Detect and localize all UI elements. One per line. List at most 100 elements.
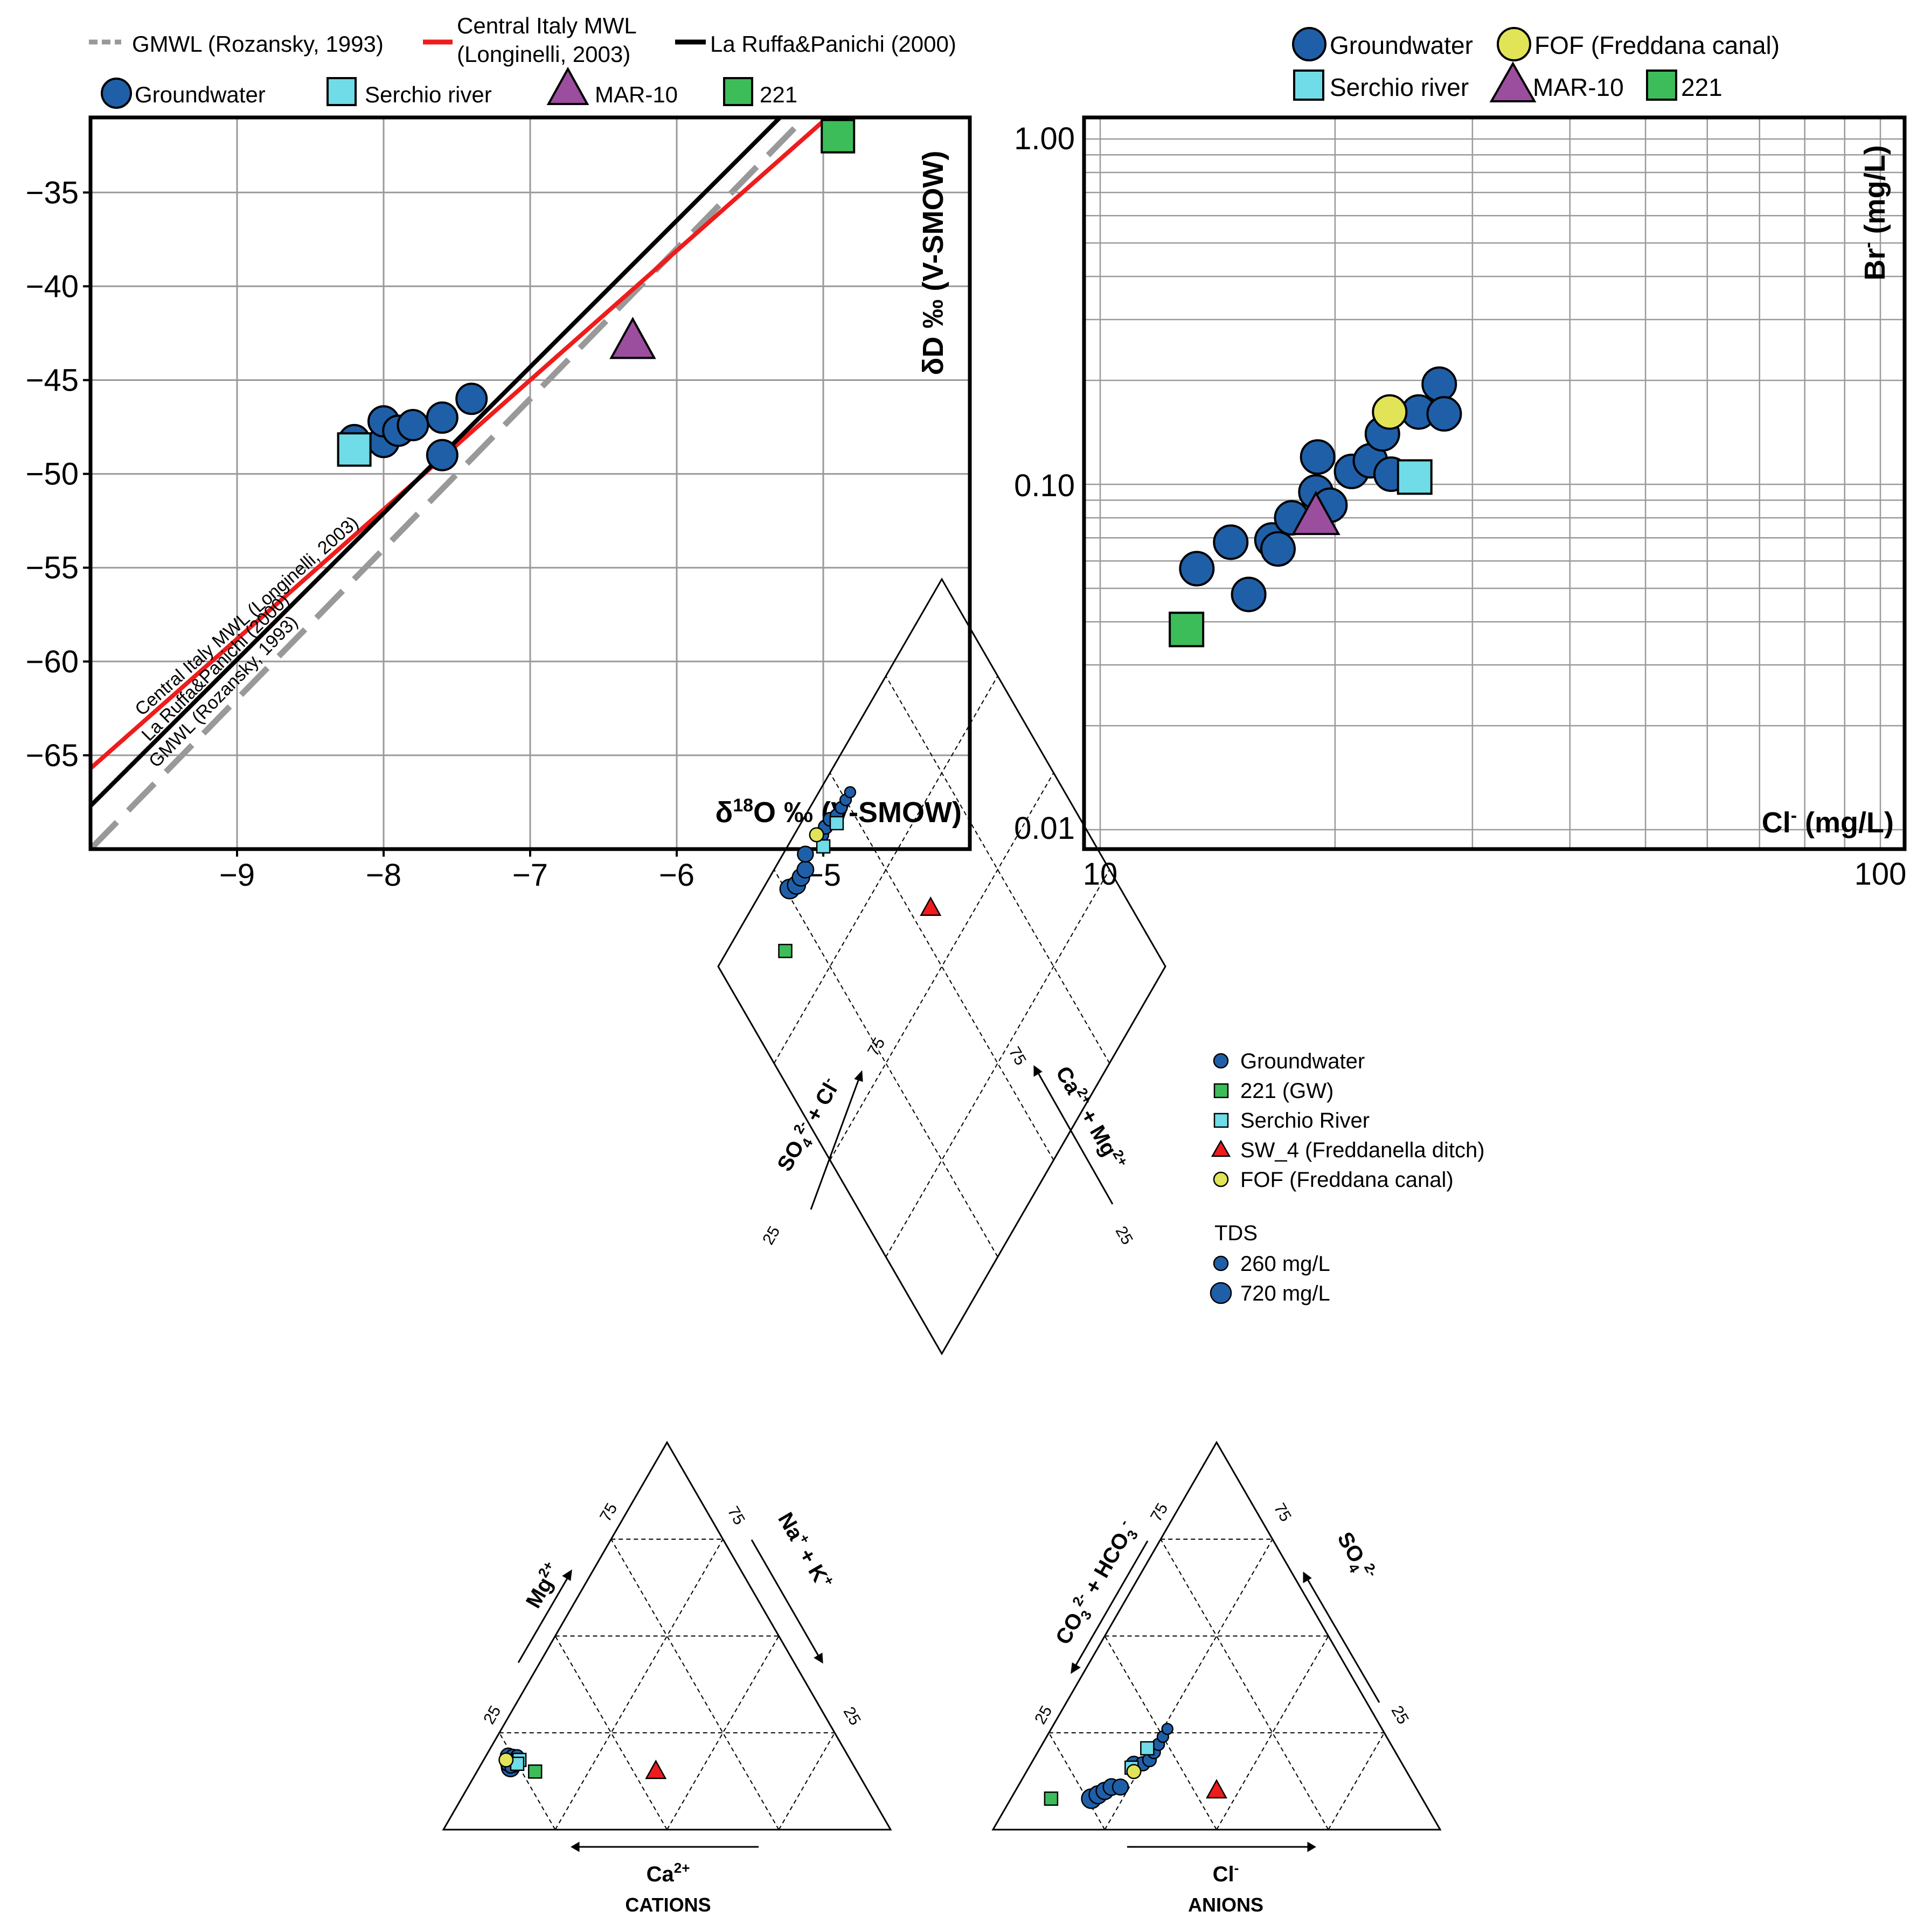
isotope-ytick-label-6: −65 — [26, 738, 79, 773]
diamond-grid-b-1 — [829, 772, 1054, 1160]
isotope-line-2 — [91, 117, 783, 808]
isotope-ytick-label-1: −40 — [26, 269, 79, 304]
cation-left-tick-75: 75 — [596, 1500, 621, 1525]
isotope-point-1-0 — [337, 432, 372, 467]
legend-marker-groundwater — [101, 78, 132, 109]
isotope-x-ticks: −9 −8 −7 −6 −5 — [219, 849, 841, 893]
diamond-so4cl-arrowhead — [854, 1070, 863, 1082]
cation-nak-arrow — [751, 1539, 820, 1657]
legend-marker-221 — [1646, 70, 1677, 101]
legend-label-221: 221 — [760, 82, 797, 107]
cation-triangle — [442, 1441, 892, 1831]
piper-axis-arrows — [517, 1065, 1380, 1852]
legend-label-central-italy-mwl-1: Central Italy MWL — [457, 13, 637, 38]
isotope-point-0-6 — [426, 439, 459, 471]
legend-label-serchio: Serchio river — [365, 82, 492, 107]
piper-legend-marker-tds-260 — [1213, 1255, 1229, 1271]
cation-right-tick-25: 25 — [840, 1704, 864, 1728]
piper-cation-point-12 — [527, 1764, 543, 1779]
isotope-x-axis-label: δ18O ‰ (V-SMOW) — [715, 795, 962, 829]
diamond-so4cl-arrow — [810, 1077, 860, 1210]
anion-right-tick-75: 75 — [1270, 1500, 1295, 1525]
piper-diamond-point-16 — [809, 827, 824, 843]
legend-label-221: 221 — [1681, 73, 1722, 101]
piper-legend: Groundwater 221 (GW) Serchio River SW_4 … — [1210, 1050, 1485, 1305]
anion-so4-arrow — [1306, 1578, 1380, 1703]
piper-diagram: 25 75 75 25 25 75 75 25 25 75 75 25 — [442, 578, 1485, 1916]
clbr-point-1-0 — [1372, 394, 1408, 430]
anions-title: ANIONS — [1188, 1894, 1263, 1916]
isotope-ytick-label-0: −35 — [26, 175, 79, 210]
piper-diamond-point-4 — [797, 845, 814, 863]
clbr-point-0-7 — [1300, 439, 1336, 475]
diamond-frame — [717, 578, 1166, 1356]
isotope-y-ticks: −35 −40 −45 −50 −55 −60 −65 — [26, 175, 91, 773]
legend-marker-serchio — [1293, 70, 1324, 101]
piper-legend-label-221: 221 (GW) — [1240, 1079, 1333, 1103]
piper-legend-marker-221 — [1213, 1083, 1229, 1099]
clbr-point-0-14 — [1421, 366, 1457, 402]
clbr-point-2-0 — [1397, 459, 1433, 495]
legend-marker-serchio — [327, 77, 357, 106]
diamond-grid-b-2 — [885, 676, 1110, 1064]
anion-cl-arrowhead — [1307, 1841, 1316, 1852]
piper-legend-label-groundwater: Groundwater — [1240, 1050, 1365, 1073]
anion-left-tick-25: 25 — [1031, 1703, 1055, 1727]
diamond-right-tick-25: 25 — [1112, 1224, 1136, 1248]
anion-co3-arrow — [1074, 1540, 1149, 1667]
cation-ca-arrowhead — [571, 1841, 580, 1852]
legend-label-groundwater: Groundwater — [135, 82, 266, 107]
isotope-line-0 — [91, 117, 809, 849]
isotope-ytick-label-2: −45 — [26, 363, 79, 398]
legend-label-groundwater: Groundwater — [1330, 31, 1473, 59]
clbr-point-3-0 — [1291, 490, 1340, 536]
piper-cation-point-15 — [645, 1760, 667, 1780]
legend-marker-fof — [1497, 27, 1531, 61]
clbr-plot-frame — [1082, 115, 1907, 851]
anion-grid-l-0 — [1048, 1732, 1106, 1830]
piper-frames — [442, 578, 1442, 1831]
piper-legend-label-fof: FOF (Freddana canal) — [1240, 1168, 1454, 1192]
clbr-point-4-0 — [1169, 611, 1205, 648]
diamond-left-tick-25: 25 — [759, 1224, 783, 1248]
piper-legend-label-serchio: Serchio River — [1240, 1109, 1370, 1132]
piper-legend-marker-groundwater — [1213, 1053, 1229, 1069]
isotope-xtick-label-0: −9 — [219, 858, 255, 893]
piper-diamond-point-13 — [816, 839, 831, 854]
piper-legend-marker-serchio — [1213, 1113, 1229, 1128]
piper-anion-point-11 — [1161, 1722, 1173, 1735]
isotope-point-0-4 — [397, 409, 429, 442]
isotope-gridlines — [91, 117, 970, 849]
cation-grid-r-0 — [554, 1539, 724, 1830]
isotope-xtick-label-3: −6 — [659, 858, 694, 893]
clbr-point-0-4 — [1260, 531, 1296, 567]
legend-marker-groundwater — [1292, 27, 1326, 61]
isotope-ytick-label-4: −55 — [26, 551, 79, 586]
diamond-camg-arrowhead — [1033, 1065, 1043, 1077]
isotope-legend: GMWL (Rozansky, 1993) Central Italy MWL … — [89, 13, 956, 109]
isotope-ytick-label-3: −50 — [26, 457, 79, 492]
clbr-gridlines — [1084, 117, 1905, 849]
legend-label-serchio: Serchio river — [1330, 73, 1469, 101]
piper-legend-marker-fof — [1213, 1171, 1229, 1187]
cation-grid-l-2 — [610, 1539, 780, 1830]
anion-co3-arrowhead — [1071, 1662, 1081, 1674]
legend-label-mar10: MAR-10 — [595, 82, 678, 107]
cation-grid-l-0 — [498, 1732, 556, 1830]
anion-triangle — [991, 1441, 1442, 1831]
cation-left-tick-25: 25 — [480, 1703, 504, 1727]
legend-label-mar10: MAR-10 — [1533, 73, 1624, 101]
anion-grid-r-0 — [1104, 1539, 1273, 1830]
cations-title: CATIONS — [625, 1894, 711, 1916]
diamond-so4cl-label: SO42- + Cl- — [770, 1074, 848, 1177]
piper-legend-label-tds-720: 720 mg/L — [1240, 1282, 1330, 1305]
isotope-point-0-5 — [426, 401, 459, 434]
anion-cl-label: Cl- — [1213, 1860, 1239, 1886]
clbr-point-0-1 — [1213, 524, 1249, 560]
legend-marker-mar10 — [546, 66, 589, 105]
cation-nak-label: Na+ + K+ — [773, 1507, 838, 1593]
cation-ca-label: Ca2+ — [647, 1860, 690, 1886]
diamond-right-tick-75: 75 — [1005, 1044, 1030, 1068]
legend-marker-mar10 — [1489, 61, 1537, 102]
isotope-xtick-label-1: −8 — [366, 858, 401, 893]
